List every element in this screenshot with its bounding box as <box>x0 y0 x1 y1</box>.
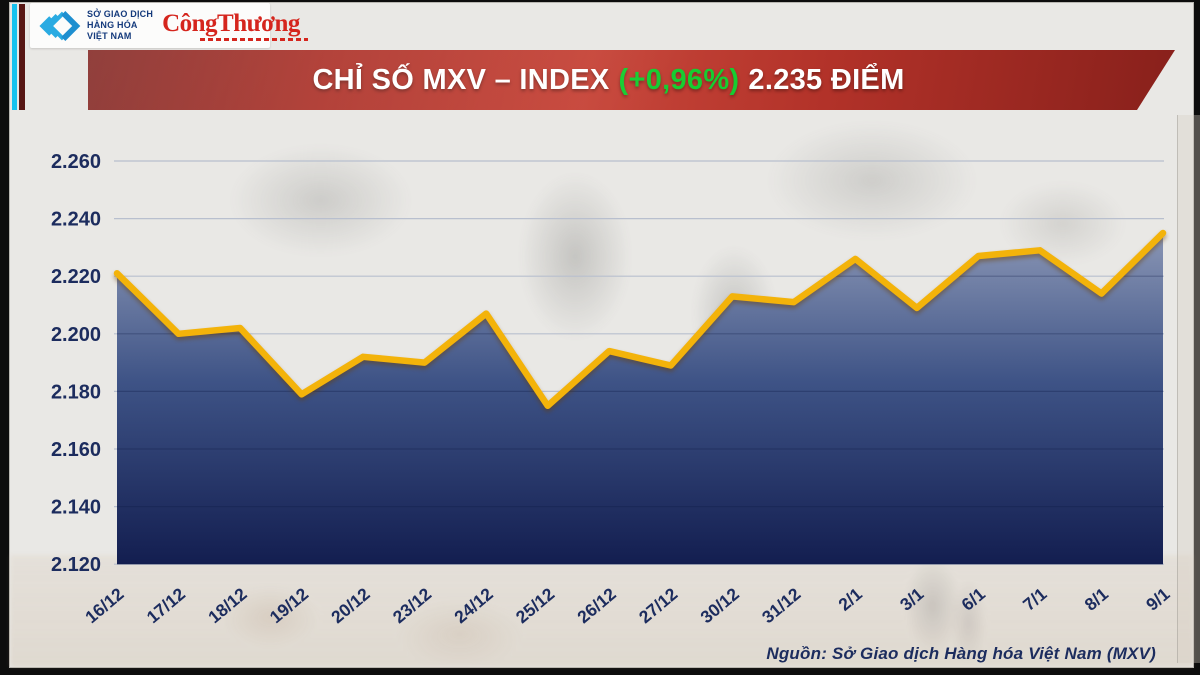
background-seam <box>1177 115 1200 663</box>
logo-box: SỞ GIAO DỊCH HÀNG HÓA VIỆT NAM CôngThươn… <box>30 3 309 48</box>
source-note: Nguồn: Sở Giao dịch Hàng hóa Việt Nam (M… <box>766 644 1156 663</box>
accent-bar-maroon <box>19 4 25 110</box>
banner-points: 2.235 ĐIỂM <box>748 63 905 96</box>
congthuong-tagline <box>200 37 309 41</box>
congthuong-logo: CôngThương <box>162 11 309 41</box>
exchange-name: SỞ GIAO DỊCH HÀNG HÓA VIỆT NAM <box>87 9 154 41</box>
banner-change: (+0,96%) <box>618 63 740 96</box>
banner-title: CHỈ SỐ MXV – INDEX <box>312 63 610 96</box>
world-map-watermark <box>130 108 1190 438</box>
mxv-logo-icon <box>39 10 81 41</box>
accent-bar-cyan <box>12 4 17 110</box>
title-banner: CHỈ SỐ MXV – INDEX (+0,96%) 2.235 ĐIỂM <box>88 50 1175 110</box>
